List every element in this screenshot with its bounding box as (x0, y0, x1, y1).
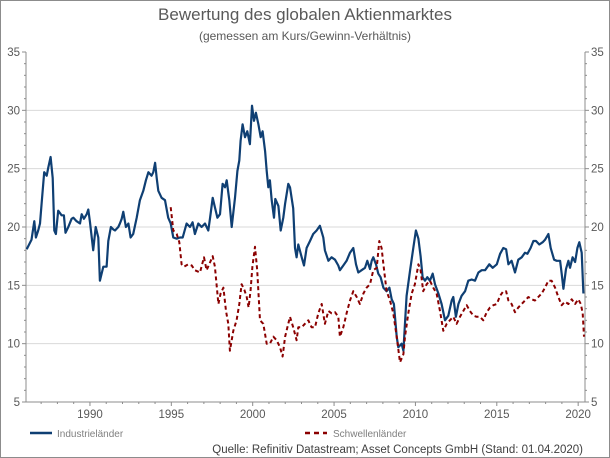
legend-label-schwellenlaender: Schwellenländer (333, 429, 407, 440)
series-line-schwellenlaender (169, 207, 585, 364)
y-tick-label-left: 25 (7, 164, 20, 176)
y-tick-label-right: 10 (591, 339, 604, 351)
x-tick-label: 2015 (484, 409, 510, 421)
y-tick-label-right: 30 (591, 105, 604, 117)
y-tick-label-left: 20 (7, 222, 20, 234)
legend-label-industrielaender: Industrieländer (57, 429, 124, 440)
chart-title: Bewertung des globalen Aktienmarktes (158, 5, 452, 24)
x-tick-label: 1990 (77, 409, 103, 421)
y-tick-label-left: 15 (7, 280, 20, 292)
y-tick-label-right: 25 (591, 164, 604, 176)
y-tick-label-left: 5 (14, 397, 20, 409)
chart-subtitle: (gemessen am Kurs/Gewinn-Verhältnis) (198, 29, 412, 43)
y-tick-label-right: 20 (591, 222, 604, 234)
x-tick-label: 1995 (159, 409, 185, 421)
x-tick-label: 2000 (240, 409, 266, 421)
y-tick-label-right: 15 (591, 280, 604, 292)
y-tick-label-right: 5 (591, 397, 597, 409)
y-tick-label-right: 35 (591, 47, 604, 59)
series-line-industrielaender (25, 104, 585, 352)
x-tick-label: 2020 (565, 409, 591, 421)
x-tick-label: 2010 (403, 409, 429, 421)
y-tick-label-left: 10 (7, 339, 20, 351)
x-tick-label: 2005 (321, 409, 347, 421)
y-tick-label-left: 30 (7, 105, 20, 117)
y-tick-label-left: 35 (7, 47, 20, 59)
source-note: Quelle: Refinitiv Datastream; Asset Conc… (212, 444, 583, 456)
